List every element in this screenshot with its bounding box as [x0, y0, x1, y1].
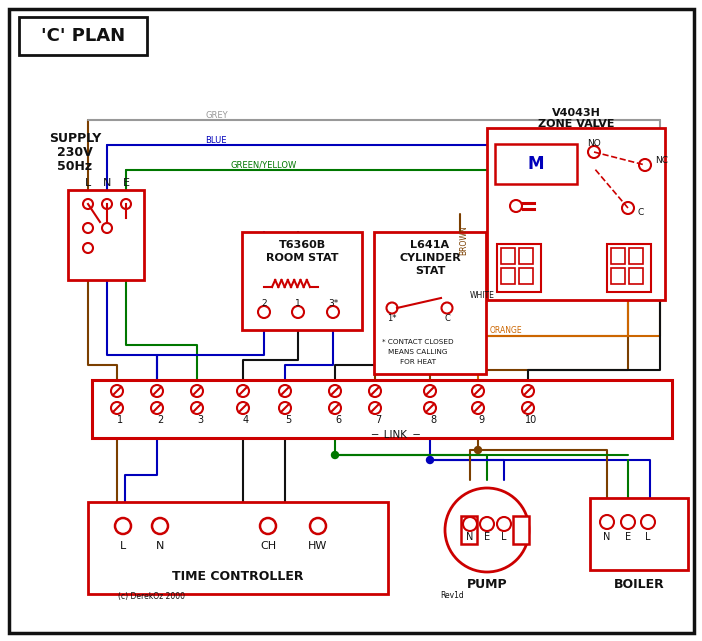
Text: SUPPLY: SUPPLY: [49, 131, 101, 144]
Bar: [461, 516, 477, 544]
Bar: [242, 232, 362, 330]
Text: 7: 7: [375, 415, 381, 425]
Bar: [590, 498, 688, 570]
Text: GREY: GREY: [205, 110, 227, 119]
Text: ─  LINK  ─: ─ LINK ─: [371, 430, 419, 440]
Text: C: C: [444, 313, 450, 322]
Bar: [519, 268, 533, 284]
Text: TIME CONTROLLER: TIME CONTROLLER: [172, 570, 304, 583]
Circle shape: [331, 451, 338, 458]
Circle shape: [475, 447, 482, 453]
Text: ORANGE: ORANGE: [490, 326, 522, 335]
Text: MEANS CALLING: MEANS CALLING: [388, 349, 448, 355]
Text: (c) DerekOz 2000: (c) DerekOz 2000: [118, 592, 185, 601]
Text: HW: HW: [308, 541, 328, 551]
Bar: [497, 244, 541, 292]
Text: 'C' PLAN: 'C' PLAN: [41, 27, 125, 45]
Bar: [92, 380, 672, 438]
Text: E: E: [625, 532, 631, 542]
Text: 230V: 230V: [57, 146, 93, 158]
Text: NO: NO: [587, 138, 601, 147]
Text: V4043H: V4043H: [552, 108, 600, 118]
Text: N: N: [102, 178, 111, 188]
Text: L: L: [501, 532, 507, 542]
Text: PUMP: PUMP: [467, 578, 508, 592]
Text: L: L: [645, 532, 651, 542]
Text: L641A: L641A: [411, 240, 449, 250]
Text: 3*: 3*: [328, 299, 338, 308]
Bar: [495, 144, 577, 184]
Text: WHITE: WHITE: [470, 290, 495, 299]
Text: ROOM STAT: ROOM STAT: [266, 253, 338, 263]
Bar: [501, 248, 515, 264]
Text: N: N: [156, 541, 164, 551]
Text: N: N: [466, 532, 474, 542]
Text: L: L: [120, 541, 126, 551]
Text: 1: 1: [117, 415, 123, 425]
Text: L: L: [85, 178, 91, 188]
Bar: [611, 248, 625, 264]
Text: Rev1d: Rev1d: [440, 592, 464, 601]
Text: * CONTACT CLOSED: * CONTACT CLOSED: [382, 339, 453, 345]
Text: E: E: [484, 532, 490, 542]
Text: 10: 10: [525, 415, 537, 425]
Text: 4: 4: [243, 415, 249, 425]
Text: 50Hz: 50Hz: [58, 160, 93, 172]
Text: CYLINDER: CYLINDER: [399, 253, 461, 263]
Text: C: C: [638, 208, 644, 217]
Text: 9: 9: [478, 415, 484, 425]
Text: NC: NC: [655, 156, 668, 165]
Bar: [519, 248, 533, 264]
Bar: [629, 268, 643, 284]
Text: 3: 3: [197, 415, 203, 425]
Text: GREEN/YELLOW: GREEN/YELLOW: [230, 160, 296, 169]
Text: ZONE VALVE: ZONE VALVE: [538, 119, 614, 129]
Text: T6360B: T6360B: [279, 240, 326, 250]
Bar: [374, 232, 486, 374]
Text: N: N: [603, 532, 611, 542]
Text: BROWN: BROWN: [460, 225, 468, 255]
Text: STAT: STAT: [415, 266, 445, 276]
Bar: [629, 248, 643, 264]
Bar: [513, 516, 529, 544]
Bar: [607, 244, 651, 292]
Text: CH: CH: [260, 541, 276, 551]
Text: BLUE: BLUE: [205, 135, 227, 144]
Bar: [88, 502, 388, 594]
Circle shape: [427, 456, 434, 463]
Bar: [487, 128, 665, 300]
Text: 5: 5: [285, 415, 291, 425]
Bar: [501, 268, 515, 284]
Text: 2: 2: [261, 299, 267, 308]
Text: BOILER: BOILER: [614, 578, 664, 592]
Text: 6: 6: [335, 415, 341, 425]
Bar: [68, 190, 144, 280]
Bar: [19, 17, 147, 55]
Text: 1*: 1*: [388, 313, 397, 322]
Text: 8: 8: [430, 415, 436, 425]
Text: 1: 1: [295, 299, 301, 308]
Text: FOR HEAT: FOR HEAT: [400, 359, 436, 365]
Text: E: E: [123, 178, 129, 188]
Text: M: M: [528, 155, 544, 173]
Text: 2: 2: [157, 415, 163, 425]
Bar: [611, 268, 625, 284]
